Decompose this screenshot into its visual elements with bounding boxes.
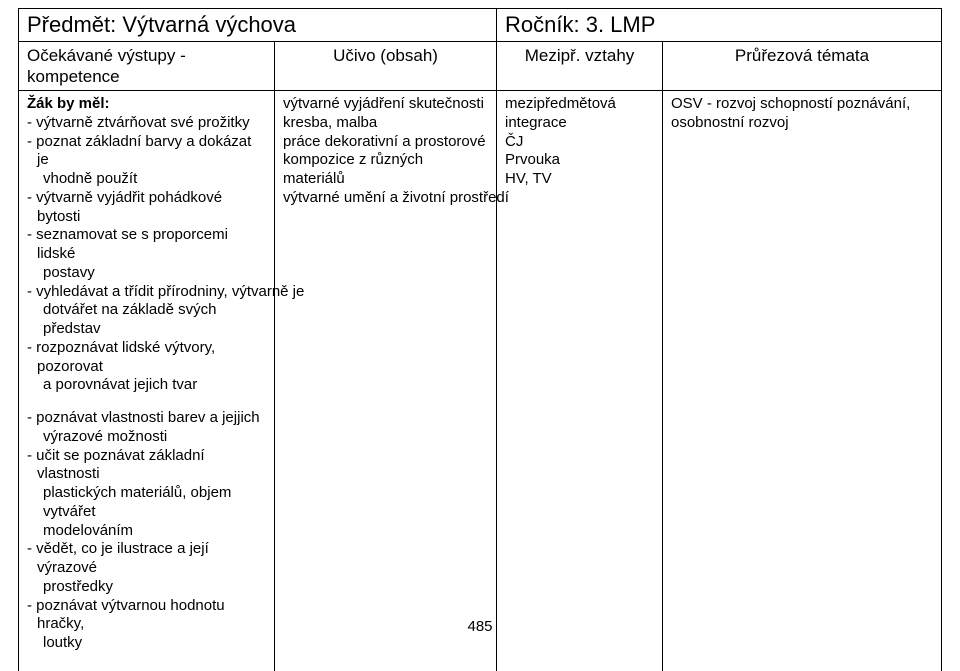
list-item: plastických materiálů, objem vytvářet (27, 484, 266, 522)
header-row-subject-grade: Předmět: Výtvarná výchova Ročník: 3. LMP (19, 9, 942, 42)
list-item: loutky (27, 634, 266, 653)
list-item: dotvářet na základě svých představ (27, 301, 266, 339)
grade-cell: Ročník: 3. LMP (497, 9, 942, 42)
text-line: výtvarné vyjádření skutečnosti (283, 95, 488, 114)
curriculum-table: Předmět: Výtvarná výchova Ročník: 3. LMP… (18, 8, 942, 671)
col1-block-b: - poznávat vlastnosti barev a jejjich vý… (27, 409, 266, 653)
text-line: Prvouka (505, 151, 654, 170)
list-item: - poznávat vlastnosti barev a jejjich (27, 409, 266, 428)
col3-heading: Mezipř. vztahy (497, 41, 663, 91)
grade-label: Ročník: (505, 12, 580, 37)
grade-value: 3. LMP (586, 12, 656, 37)
subject-cell: Předmět: Výtvarná výchova (19, 9, 497, 42)
page: Předmět: Výtvarná výchova Ročník: 3. LMP… (0, 0, 960, 641)
list-item: modelováním (27, 522, 266, 541)
col1-lead: Žák by měl: (27, 95, 110, 112)
list-item: - poznat základní barvy a dokázat je (27, 133, 266, 171)
list-item: vhodně použít (27, 170, 266, 189)
text-line: osobnostní rozvoj (671, 114, 933, 133)
col1-heading: Očekávané výstupy - kompetence (19, 41, 275, 91)
list-item: prostředky (27, 578, 266, 597)
col1-block-a: - výtvarně ztvárňovat své prožitky - poz… (27, 114, 266, 395)
list-item: postavy (27, 264, 266, 283)
text-line: OSV - rozvoj schopností poznávání, (671, 95, 933, 114)
col3-body: mezipředmětová integrace ČJ Prvouka HV, … (497, 91, 663, 671)
list-item: - vědět, co je ilustrace a její výrazové (27, 540, 266, 578)
list-item: - rozpoznávat lidské výtvory, pozorovat (27, 339, 266, 377)
list-item: výrazové možnosti (27, 428, 266, 447)
col2-heading: Učivo (obsah) (275, 41, 497, 91)
col4-body: OSV - rozvoj schopností poznávání, osobn… (663, 91, 942, 671)
list-item: - učit se poznávat základní vlastnosti (27, 447, 266, 485)
body-row: Žák by měl: - výtvarně ztvárňovat své pr… (19, 91, 942, 671)
list-item: - výtvarně ztvárňovat své prožitky (27, 114, 266, 133)
list-item: - seznamovat se s proporcemi lidské (27, 226, 266, 264)
list-item: a porovnávat jejich tvar (27, 376, 266, 395)
subject-label: Předmět: (27, 12, 116, 37)
text-line: integrace (505, 114, 654, 133)
col1-body: Žák by měl: - výtvarně ztvárňovat své pr… (19, 91, 275, 671)
text-line: výtvarné umění a životní prostředí (283, 189, 488, 208)
col2-body: výtvarné vyjádření skutečnosti kresba, m… (275, 91, 497, 671)
list-item: - vyhledávat a třídit přírodniny, výtvar… (27, 283, 266, 302)
text-line: ČJ (505, 133, 654, 152)
text-line: kompozice z různých materiálů (283, 151, 488, 189)
page-number: 485 (0, 618, 960, 635)
text-line: HV, TV (505, 170, 654, 189)
text-line: mezipředmětová (505, 95, 654, 114)
list-item: - výtvarně vyjádřit pohádkové bytosti (27, 189, 266, 227)
text-line: kresba, malba (283, 114, 488, 133)
text-line: práce dekorativní a prostorové (283, 133, 488, 152)
subject-value: Výtvarná výchova (122, 12, 296, 37)
col4-heading: Průřezová témata (663, 41, 942, 91)
header-row-columns: Očekávané výstupy - kompetence Učivo (ob… (19, 41, 942, 91)
